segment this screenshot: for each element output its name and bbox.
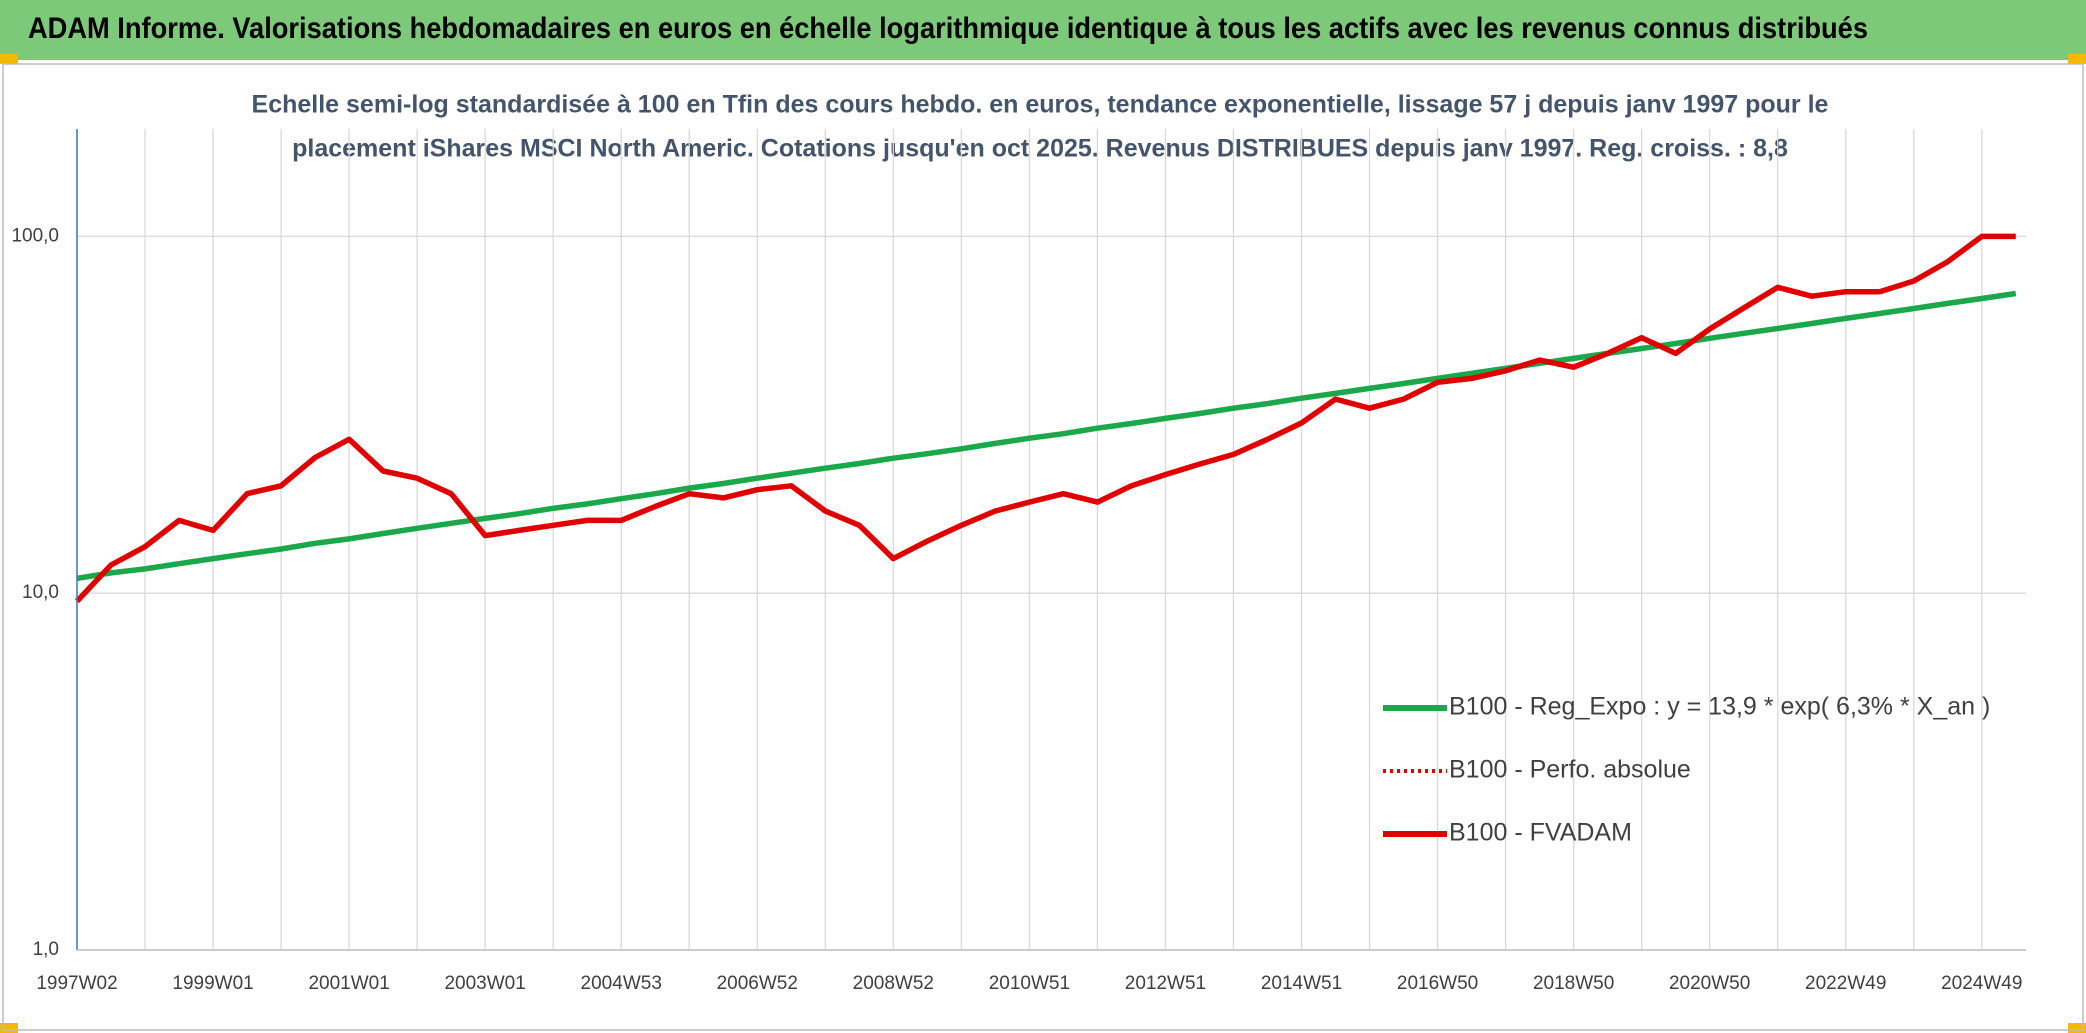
corner <box>0 1023 18 1033</box>
corner <box>2068 1023 2086 1033</box>
x-tick-label: 2008W52 <box>853 973 934 994</box>
y-tick-label: 10,0 <box>22 582 59 603</box>
corner <box>0 54 18 64</box>
y-tick-label: 100,0 <box>11 225 59 246</box>
x-tick-label: 2016W50 <box>1397 973 1478 994</box>
y-tick-label: 1,0 <box>33 939 59 960</box>
x-tick-label: 2022W49 <box>1805 973 1886 994</box>
x-tick-label: 1999W01 <box>172 973 253 994</box>
x-tick-label: 2020W50 <box>1669 973 1750 994</box>
chart-title: Echelle semi-log standardisée à 100 en T… <box>252 91 1829 119</box>
x-tick-label: 2012W51 <box>1125 973 1206 994</box>
legend-label: B100 - FVADAM <box>1449 819 1632 847</box>
x-tick-label: 2018W50 <box>1533 973 1614 994</box>
x-tick-label: 2024W49 <box>1941 973 2022 994</box>
x-tick-label: 1997W02 <box>36 973 117 994</box>
x-tick-label: 2006W52 <box>717 973 798 994</box>
plot <box>74 233 2017 604</box>
page-title: ADAM Informe. Valorisations hebdomadaire… <box>28 12 1868 45</box>
axes: 1,0 10,0 100,0 1997W02 1999W01 2001W01 2003W01… <box>11 129 2026 994</box>
x-tick-label: 2010W51 <box>989 973 1070 994</box>
chart-subtitle: placement iShares MSCI North Americ. Cot… <box>292 135 1788 163</box>
x-tick-label: 2014W51 <box>1261 973 1342 994</box>
x-tick-label: 2001W01 <box>308 973 389 994</box>
corner <box>2068 54 2086 64</box>
legend-label: B100 - Perfo. absolue <box>1449 756 1691 784</box>
x-tick-label: 2003W01 <box>444 973 525 994</box>
x-tick-label: 2004W53 <box>581 973 662 994</box>
series-line <box>74 233 2016 604</box>
legend-label: B100 - Reg_Expo : y = 13,9 * exp( 6,3% *… <box>1449 693 1990 721</box>
frame <box>2 63 2084 1031</box>
legend: B100 - Reg_Expo : y = 13,9 * exp( 6,3% *… <box>1383 693 1990 847</box>
title-banner <box>0 0 2086 60</box>
